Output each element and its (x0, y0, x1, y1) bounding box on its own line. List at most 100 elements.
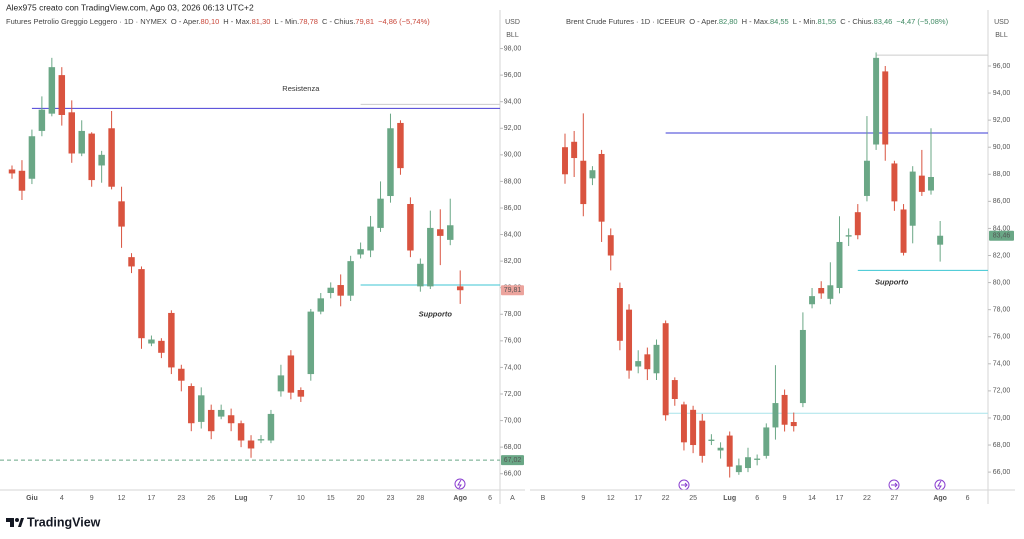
price-tag-label: 83,46 (993, 233, 1011, 240)
candle-body (863, 160, 870, 196)
candle-body (347, 261, 354, 296)
candle-body (772, 403, 779, 428)
candle-body (626, 309, 633, 371)
candle-body (882, 71, 889, 145)
x-tick-label: 6 (755, 495, 759, 502)
change: −4,47 (−5,08%) (896, 17, 948, 26)
y-tick-label: 72,00 (504, 391, 522, 398)
x-tick-label: Ago (933, 495, 947, 502)
candle-body (717, 447, 724, 451)
candle-body (456, 286, 464, 291)
candle-body (28, 136, 36, 179)
candle-body (158, 340, 165, 353)
candle-body (809, 296, 816, 305)
quote-label: H - Max. (742, 17, 770, 26)
candle-body (327, 287, 334, 294)
candle-body (562, 147, 568, 175)
candle-body (726, 435, 733, 467)
y-tick-label: 72,00 (993, 388, 1011, 395)
candle-body (900, 209, 907, 253)
quote-value: 82,80 (719, 17, 738, 26)
candle-body (108, 128, 115, 187)
y-tick-label: 84,00 (993, 225, 1011, 232)
candle-body (928, 176, 934, 191)
price-tag-label: 67,02 (504, 457, 522, 464)
candle-body (653, 344, 660, 374)
y-tick-label: 96,00 (504, 72, 522, 79)
candle-body (78, 130, 85, 154)
candle-body (671, 380, 678, 400)
x-tick-label: 17 (836, 495, 844, 502)
y-tick-label: 92,00 (993, 117, 1011, 124)
candle-body (68, 112, 75, 154)
candle-body (735, 465, 742, 473)
y-tick-label: 70,00 (993, 415, 1011, 422)
y-tick-label: 90,00 (993, 144, 1011, 151)
price-tag (501, 285, 524, 296)
candle-body (227, 415, 235, 424)
quote-label: O - Aper. (171, 17, 201, 26)
candle-body (88, 133, 95, 181)
candle-body (377, 198, 384, 228)
quote-label: L - Min. (793, 17, 818, 26)
candle-body (198, 395, 205, 422)
candle-body (598, 153, 605, 222)
candle-body (845, 235, 852, 237)
candle-body (708, 439, 715, 441)
quote-label: O - Aper. (689, 17, 719, 26)
change: −4,86 (−5,74%) (378, 17, 430, 26)
candle-body (58, 75, 66, 115)
candle-body (168, 312, 175, 368)
candle-body (690, 409, 697, 446)
candle-body (98, 154, 105, 166)
y-tick-label: 66,00 (993, 469, 1011, 476)
quote-value: 84,55 (770, 17, 789, 26)
candle-body (580, 160, 587, 205)
candle-body (287, 355, 295, 393)
corner-label: A (510, 495, 515, 502)
currency: USD (505, 19, 520, 26)
symbol: Futures Petrolio Greggio Leggero · 1D · … (6, 17, 167, 26)
candle-body (662, 323, 669, 416)
quote-value: 81,30 (252, 17, 271, 26)
y-tick-label: 74,00 (993, 361, 1011, 368)
candle-body (277, 375, 285, 392)
candle-body (48, 67, 56, 114)
x-tick-label: 12 (118, 495, 126, 502)
y-tick-label: 80,00 (993, 279, 1011, 286)
candle-body (754, 458, 761, 460)
y-tick-label: 86,00 (504, 205, 522, 212)
candle-body (128, 257, 135, 267)
symbol: Brent Crude Futures · 1D · ICEEUR (566, 17, 686, 26)
candle-body (790, 422, 797, 427)
candle-body (447, 225, 454, 240)
y-tick-label: 76,00 (504, 338, 522, 345)
candle-body (781, 394, 788, 425)
x-tick-label: 15 (327, 495, 335, 502)
y-tick-label: 78,00 (504, 311, 522, 318)
quote-value: 81,55 (817, 17, 836, 26)
candle-body (891, 163, 898, 202)
y-tick-label: 90,00 (504, 152, 522, 159)
candle-body (745, 457, 751, 469)
y-tick-label: 76,00 (993, 334, 1011, 341)
candle-body (247, 440, 255, 449)
candle-body (827, 285, 834, 299)
brand: TradingView (27, 515, 101, 529)
candle-body (854, 212, 861, 236)
y-tick-label: 88,00 (993, 171, 1011, 178)
logo (6, 518, 24, 527)
candle-body (138, 269, 145, 339)
candle-body (207, 409, 215, 432)
candle-body (387, 128, 394, 197)
quote-value: 79,81 (355, 17, 374, 26)
x-tick-label: Lug (723, 495, 736, 502)
x-tick-label: 9 (581, 495, 585, 502)
x-tick-label: 27 (891, 495, 899, 502)
x-tick-label: 10 (297, 495, 305, 502)
candle-body (427, 227, 434, 287)
candle-body (178, 368, 185, 381)
y-tick-label: 94,00 (993, 90, 1011, 97)
y-tick-label: 74,00 (504, 364, 522, 371)
